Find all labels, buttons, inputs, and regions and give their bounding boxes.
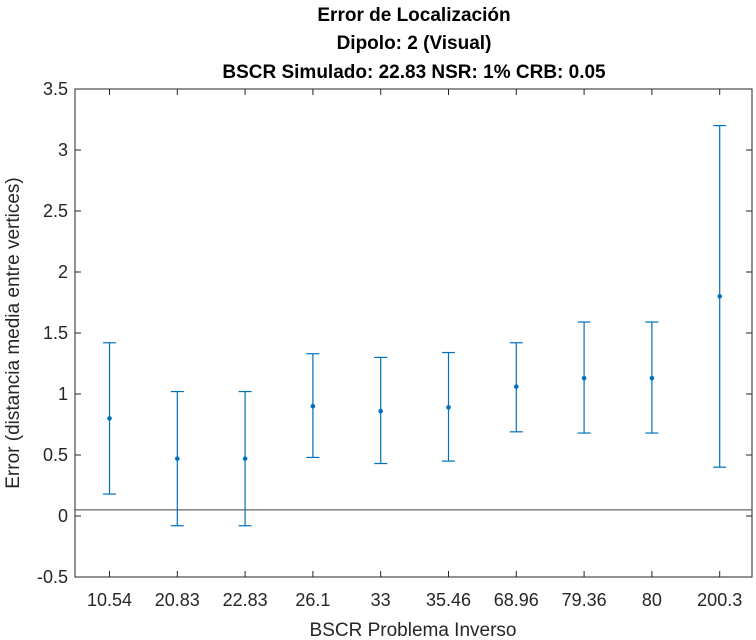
- x-tick-label: 68.96: [494, 590, 539, 610]
- data-point: [107, 416, 112, 421]
- y-tick-label: 1: [58, 384, 68, 404]
- x-tick-label: 80: [642, 590, 662, 610]
- x-axis-label: BSCR Problema Inverso: [310, 620, 517, 640]
- y-tick-label: 3: [58, 140, 68, 160]
- y-tick-label: 2.5: [43, 201, 68, 221]
- y-tick-label: 1.5: [43, 323, 68, 343]
- chart-title-line-1: Error de Localización: [317, 5, 510, 26]
- x-tick-label: 33: [371, 590, 391, 610]
- data-point: [378, 408, 384, 414]
- y-tick-label: 0.5: [43, 445, 68, 465]
- data-point: [175, 456, 180, 461]
- y-tick-label: 3.5: [43, 79, 68, 99]
- y-axis-ticks: -0.5 0 0.5 1 1.5 2 2.5 3 3.5: [37, 79, 752, 587]
- x-axis-ticks: 10.54 20.83 22.83 26.1 33 35.46 68.96 79.36 80 20…: [87, 89, 742, 610]
- data-point: [649, 375, 655, 381]
- y-tick-label: 0: [58, 506, 68, 526]
- data-point: [242, 456, 248, 461]
- y-axis-label: Error (distancia media entre vertices): [3, 177, 24, 489]
- data-point: [581, 375, 587, 381]
- data-point: [310, 403, 316, 409]
- data-point: [514, 384, 519, 389]
- x-tick-label: 20.83: [155, 590, 200, 610]
- error-bars: [103, 124, 727, 527]
- y-tick-label: 2: [58, 262, 68, 282]
- y-tick-label: -0.5: [37, 567, 68, 587]
- data-point: [717, 294, 722, 299]
- plot-area: [74, 88, 753, 578]
- data-point: [446, 405, 451, 410]
- x-tick-label: 22.83: [223, 590, 268, 610]
- x-tick-label: 35.46: [426, 590, 471, 610]
- chart-title-line-3: BSCR Simulado: 22.83 NSR: 1% CRB: 0.05: [222, 62, 606, 83]
- x-tick-label: 26.1: [295, 590, 330, 610]
- x-tick-label: 10.54: [87, 590, 132, 610]
- chart-title-line-2: Dipolo: 2 (Visual): [337, 33, 492, 54]
- x-tick-label: 200.3: [697, 590, 742, 610]
- x-tick-label: 79.36: [562, 590, 607, 610]
